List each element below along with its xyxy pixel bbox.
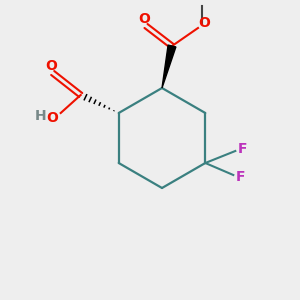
- Text: F: F: [238, 142, 247, 156]
- Text: F: F: [236, 170, 245, 184]
- Text: O: O: [198, 16, 210, 30]
- Text: O: O: [45, 59, 57, 73]
- Text: O: O: [138, 12, 150, 26]
- Polygon shape: [162, 45, 176, 88]
- Text: O: O: [46, 111, 58, 125]
- Text: H: H: [35, 109, 46, 123]
